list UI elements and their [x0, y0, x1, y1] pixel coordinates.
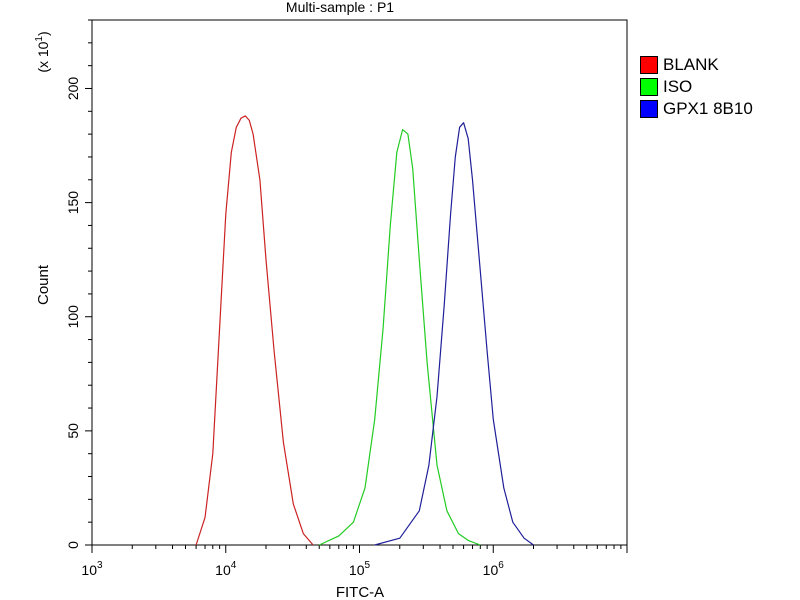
legend-label-iso: ISO — [663, 77, 693, 96]
legend-item-blank: BLANK — [640, 54, 753, 76]
legend-swatch-iso — [640, 78, 658, 96]
x-tick-label: 106 — [483, 560, 505, 578]
svg-text:(x 101): (x 101) — [34, 31, 51, 72]
legend: BLANK ISO GPX1 8B10 — [640, 54, 753, 120]
x-tick-label: 105 — [349, 560, 371, 578]
y-tick-label: 50 — [65, 423, 81, 439]
y-multiplier-label: (x 101) — [34, 31, 51, 72]
legend-label-gpx1: GPX1 8B10 — [663, 99, 753, 118]
series-line-gpx1-8b10 — [374, 122, 534, 546]
plot-frame — [91, 19, 628, 546]
y-tick-label: 100 — [65, 305, 81, 329]
series-line-iso — [318, 129, 481, 546]
x-tick-label: 103 — [81, 560, 103, 578]
y-axis-label: Count — [35, 264, 52, 305]
y-tick-label-group: 0 — [65, 541, 81, 549]
y-tick-label: 0 — [65, 541, 81, 549]
legend-swatch-gpx1 — [640, 100, 658, 118]
series-lines — [195, 115, 534, 546]
x-tick-label: 104 — [215, 560, 237, 578]
legend-item-gpx1: GPX1 8B10 — [640, 98, 753, 120]
x-axis-label: FITC-A — [336, 584, 384, 600]
y-tick-label-group: 50 — [65, 423, 81, 439]
y-tick-label-group: 200 — [65, 77, 81, 101]
legend-label-blank: BLANK — [663, 55, 719, 74]
legend-item-iso: ISO — [640, 76, 753, 98]
y-tick-label-group: 150 — [65, 191, 81, 215]
x-axis-ticks: 103 104 105 106 — [81, 545, 628, 578]
series-line-blank — [195, 115, 314, 546]
y-tick-label: 200 — [65, 77, 81, 101]
y-tick-label: 150 — [65, 191, 81, 215]
y-axis-ticks: 0 50 100 150 200 — [65, 19, 92, 549]
y-multiplier-exp: 1 — [34, 36, 45, 42]
y-multiplier-base: (x 10 — [35, 41, 51, 72]
y-tick-label-group: 100 — [65, 305, 81, 329]
legend-swatch-blank — [640, 56, 658, 74]
chart-title: Multi-sample : P1 — [286, 0, 394, 15]
